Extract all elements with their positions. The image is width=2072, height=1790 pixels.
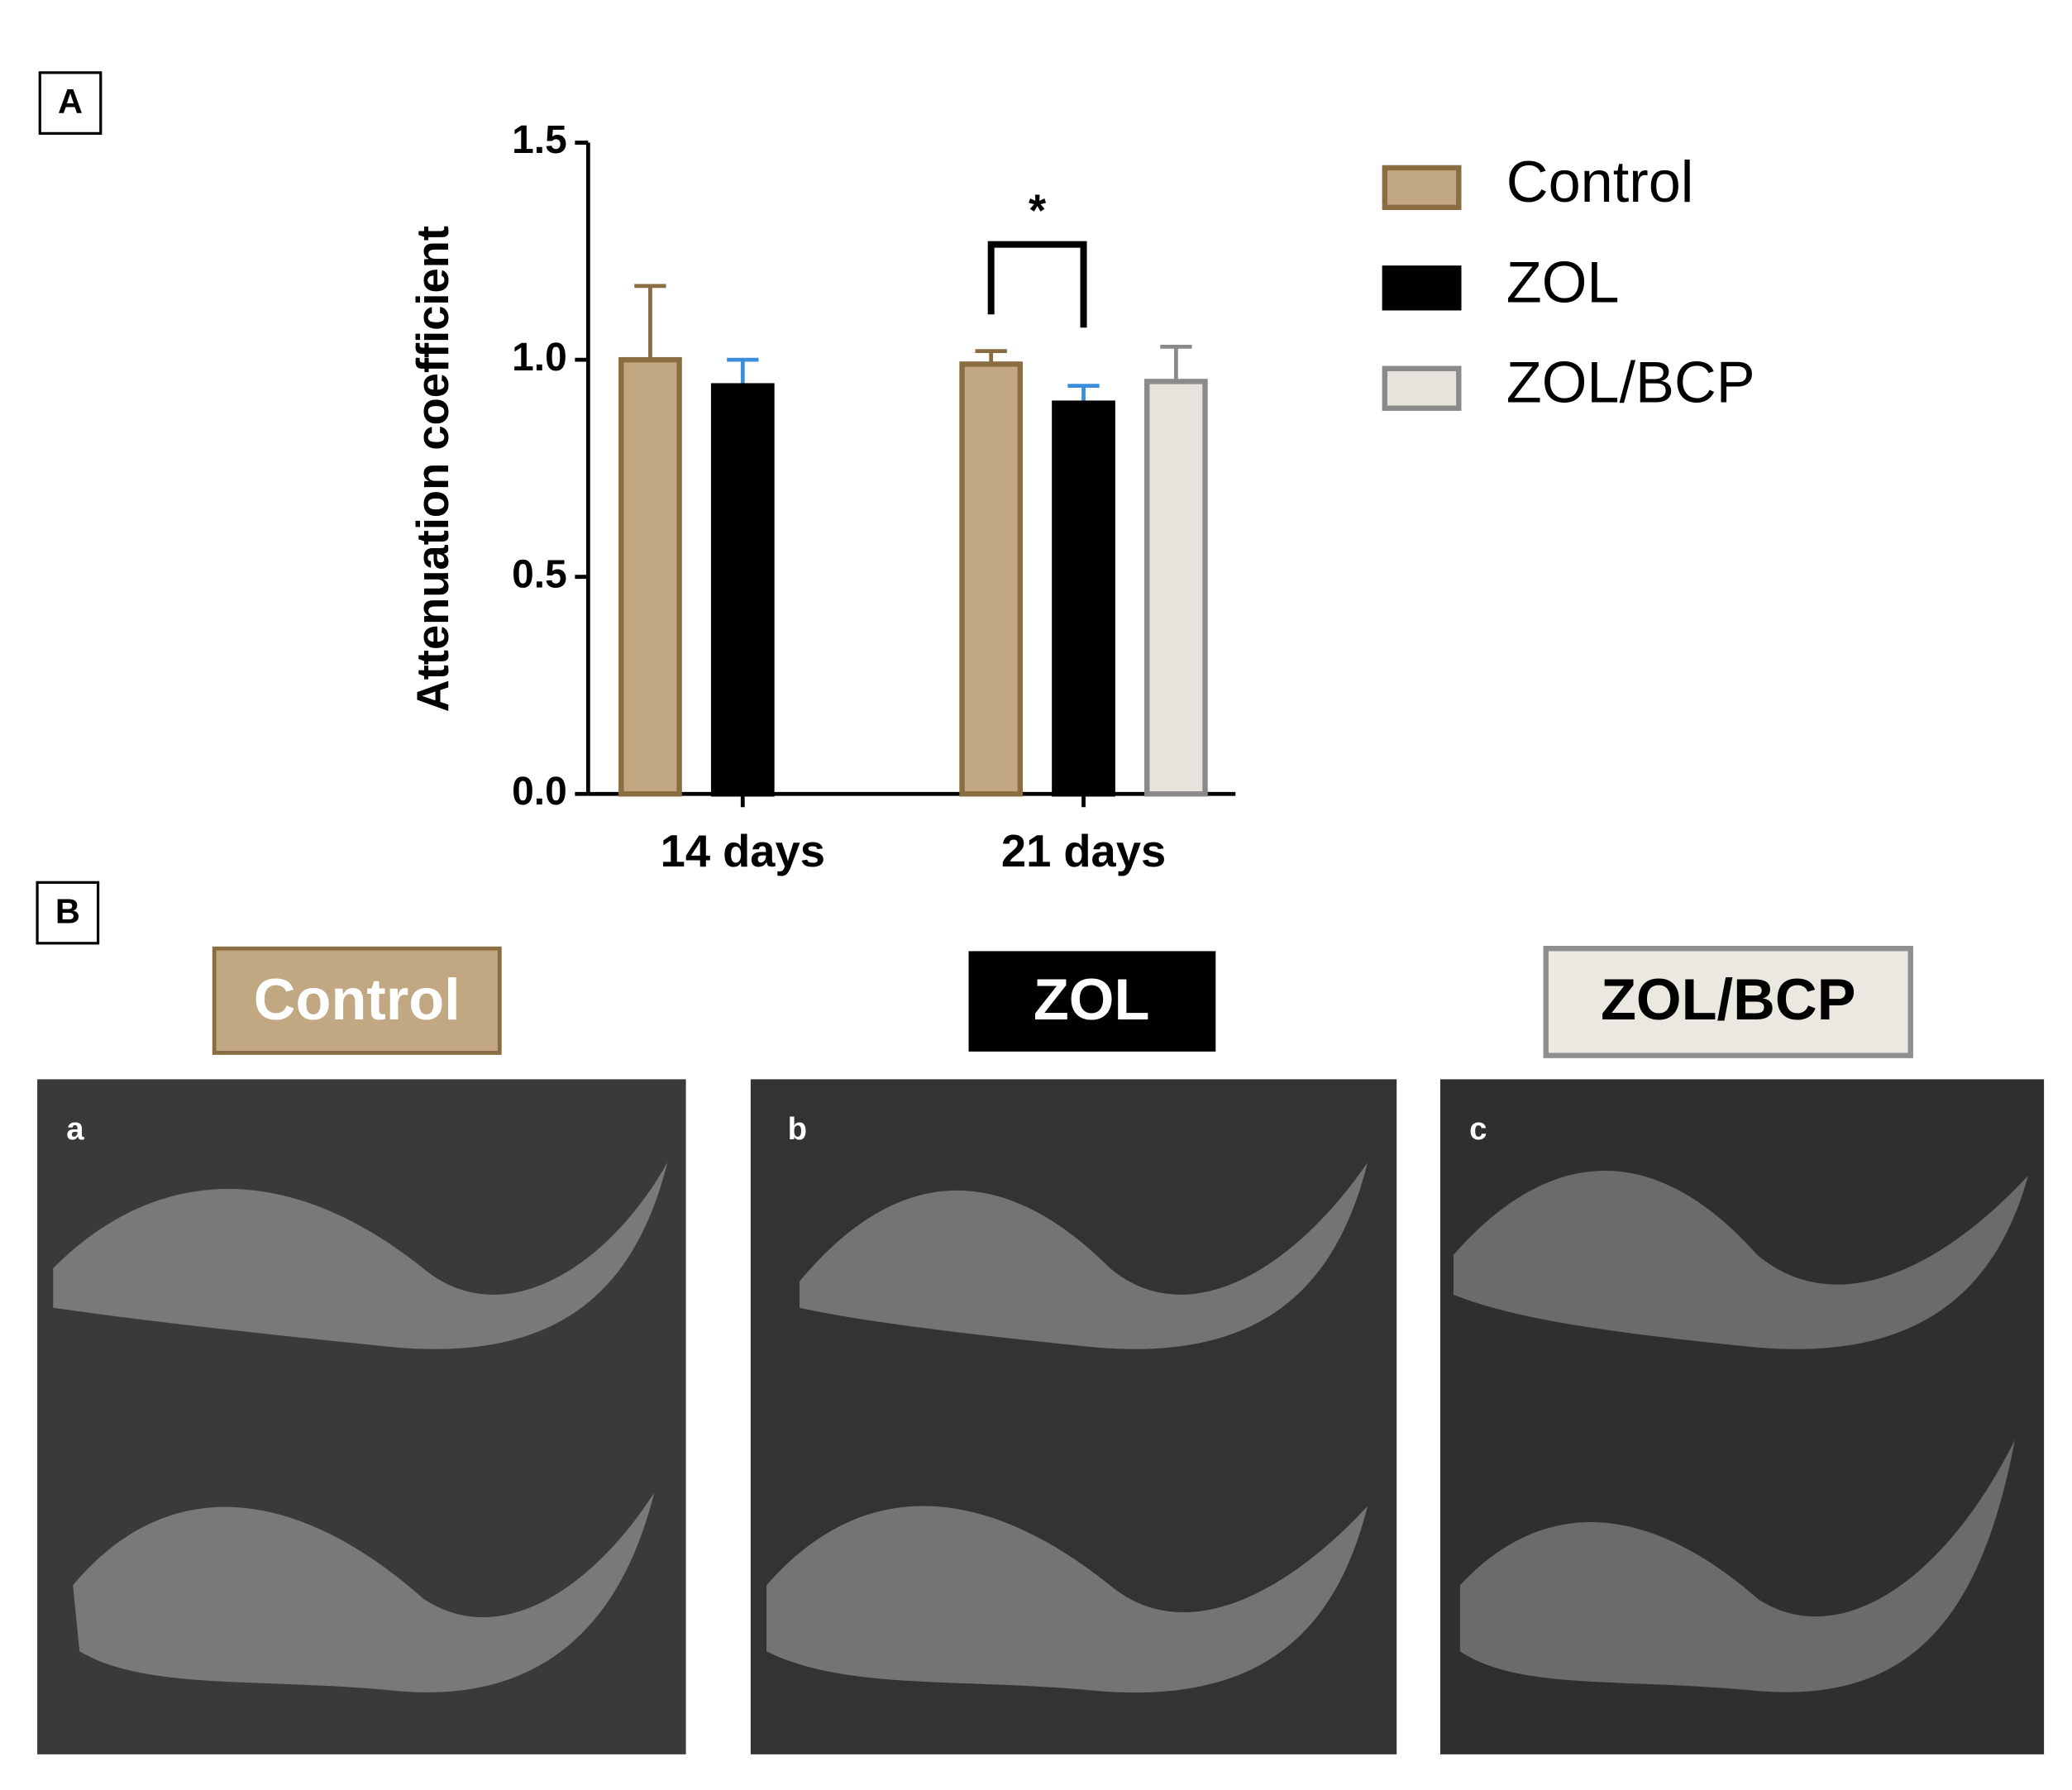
image-label: b — [788, 1111, 807, 1147]
x-tick-label: 14 days — [661, 826, 825, 876]
header: Control — [254, 967, 461, 1032]
x-tick-label: 21 days — [1001, 826, 1166, 876]
header-box — [968, 951, 1216, 1052]
annotation: * — [1029, 185, 1047, 236]
y-axis-label: Attenuation coefficient — [408, 226, 458, 712]
y-tick-label: 0.5 — [512, 552, 567, 596]
header-box — [212, 946, 502, 1055]
y-tick-label: 1.5 — [512, 118, 567, 162]
panel-label-box — [38, 71, 103, 135]
bar — [1052, 400, 1115, 797]
legend-swatch — [1382, 365, 1462, 411]
significance-bracket — [987, 241, 1087, 328]
bar — [710, 383, 775, 797]
y-tick-label: 0.0 — [512, 770, 567, 814]
panel-label: A — [58, 82, 83, 121]
bar — [1144, 379, 1208, 797]
radiograph: c — [1439, 1079, 2045, 1754]
radiograph: a — [37, 1079, 686, 1754]
y-tick-label: 1.0 — [512, 336, 567, 379]
header: ZOL/BCP — [1601, 967, 1856, 1032]
legend-swatch — [1382, 265, 1462, 311]
panel-label: B — [55, 892, 80, 931]
legend-label: ZOL/BCP — [1506, 350, 1755, 415]
legend-swatch — [1382, 165, 1462, 211]
bar — [618, 356, 682, 797]
image-label: a — [66, 1111, 84, 1147]
radiograph: b — [750, 1079, 1397, 1754]
header-box — [1543, 946, 1913, 1058]
panel-label-box — [36, 881, 100, 945]
header: ZOL — [1034, 967, 1150, 1032]
legend-label: Control — [1506, 149, 1694, 214]
bar — [959, 361, 1024, 797]
image-label: c — [1469, 1111, 1487, 1147]
legend-label: ZOL — [1506, 249, 1620, 314]
